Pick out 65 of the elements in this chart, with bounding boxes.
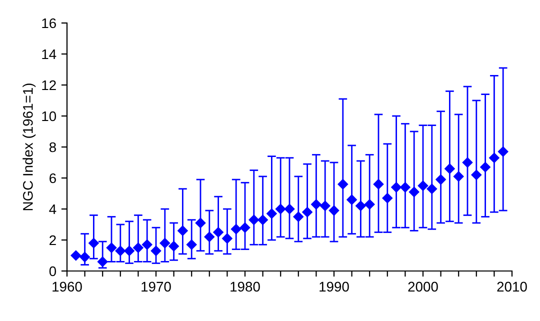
point <box>222 233 232 244</box>
point <box>88 238 99 248</box>
point <box>106 242 117 253</box>
point <box>168 241 179 252</box>
point <box>266 208 277 219</box>
point <box>230 224 242 234</box>
point <box>338 179 348 190</box>
point <box>160 238 170 248</box>
point <box>480 162 490 172</box>
x-tick-label: 1990 <box>320 282 349 292</box>
point <box>275 204 286 214</box>
point <box>391 182 402 192</box>
point <box>400 182 410 192</box>
point <box>258 214 268 225</box>
point <box>436 174 446 185</box>
x-tick-label: 1980 <box>230 282 260 292</box>
point <box>213 227 224 238</box>
y-tick-label: 4 <box>49 204 56 214</box>
x-tick-label: 1970 <box>142 282 171 292</box>
point <box>426 184 438 194</box>
point <box>382 193 393 204</box>
y-tick-label: 2 <box>50 235 56 246</box>
x-tick-label: 2000 <box>408 282 438 292</box>
point <box>408 186 420 198</box>
x-tick-label: 2010 <box>497 282 527 292</box>
point <box>70 250 82 261</box>
point <box>444 164 455 174</box>
point <box>471 170 482 180</box>
point <box>418 180 428 191</box>
y-axis-title: NGC Index (1961=1) <box>22 84 36 210</box>
point <box>240 222 250 233</box>
y-tick-label: 6 <box>50 173 56 184</box>
point <box>248 214 260 225</box>
point <box>97 256 108 267</box>
point <box>293 212 304 222</box>
y-tick-label: 16 <box>42 18 56 28</box>
y-tick-label: 10 <box>42 111 56 122</box>
point <box>311 199 322 210</box>
point <box>80 252 90 262</box>
point <box>356 200 366 212</box>
point <box>320 200 330 212</box>
point <box>453 171 464 182</box>
point <box>186 240 197 250</box>
y-tick-label: 12 <box>42 80 56 90</box>
point <box>124 246 134 256</box>
point <box>204 232 215 242</box>
y-tick-label: 0 <box>49 266 56 276</box>
point <box>142 240 152 250</box>
point <box>373 179 384 190</box>
point <box>302 206 312 218</box>
point <box>328 205 340 216</box>
point <box>195 218 206 228</box>
point <box>346 194 357 205</box>
point <box>115 246 126 256</box>
y-tick-label: 14 <box>42 49 56 60</box>
point <box>133 242 144 253</box>
point <box>364 199 375 210</box>
point <box>462 157 473 168</box>
point <box>178 226 188 236</box>
point <box>150 246 162 256</box>
point <box>498 146 508 157</box>
y-tick-label: 8 <box>49 142 56 152</box>
point <box>284 204 295 214</box>
point <box>489 152 500 163</box>
x-tick-label: 1960 <box>52 282 82 292</box>
